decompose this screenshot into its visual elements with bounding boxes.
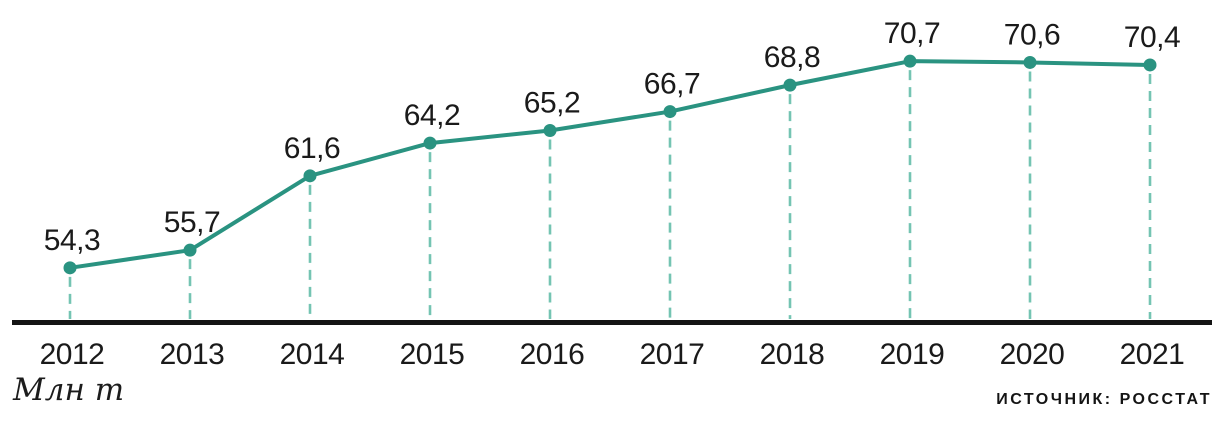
data-point (903, 54, 917, 68)
data-point (63, 261, 77, 275)
value-label: 54,3 (44, 224, 100, 257)
x-axis-tick-label: 2015 (400, 338, 465, 371)
x-axis-tick-label: 2018 (760, 338, 825, 371)
data-point (183, 243, 197, 257)
value-label: 61,6 (284, 132, 340, 165)
x-axis-tick-label: 2016 (520, 338, 585, 371)
value-label: 65,2 (524, 86, 580, 119)
y-axis-unit-label: Млн т (13, 372, 125, 408)
data-series-line (68, 59, 1152, 270)
value-label: 70,4 (1124, 21, 1180, 54)
value-label: 68,8 (764, 41, 820, 74)
source-credit: ИСТОЧНИК: РОССТАТ (996, 391, 1212, 408)
data-point (1023, 55, 1037, 69)
x-axis-tick-label: 2020 (1000, 338, 1065, 371)
data-point (663, 105, 677, 119)
data-point (423, 136, 437, 150)
x-axis-tick-label: 2014 (280, 338, 345, 371)
value-label: 70,6 (1004, 18, 1060, 51)
value-label: 70,7 (884, 17, 940, 50)
data-point (1143, 58, 1157, 72)
x-axis-tick-label: 2017 (640, 338, 705, 371)
x-axis-tick-label: 2021 (1120, 338, 1185, 371)
value-label: 55,7 (164, 206, 220, 239)
x-axis-tick-label: 2013 (160, 338, 225, 371)
data-point (783, 78, 797, 92)
data-point (543, 123, 557, 137)
x-axis-tick-label: 2012 (40, 338, 105, 371)
data-point (303, 169, 317, 183)
value-label: 66,7 (644, 68, 700, 101)
x-axis-tick-label: 2019 (880, 338, 945, 371)
value-label: 64,2 (404, 99, 460, 132)
